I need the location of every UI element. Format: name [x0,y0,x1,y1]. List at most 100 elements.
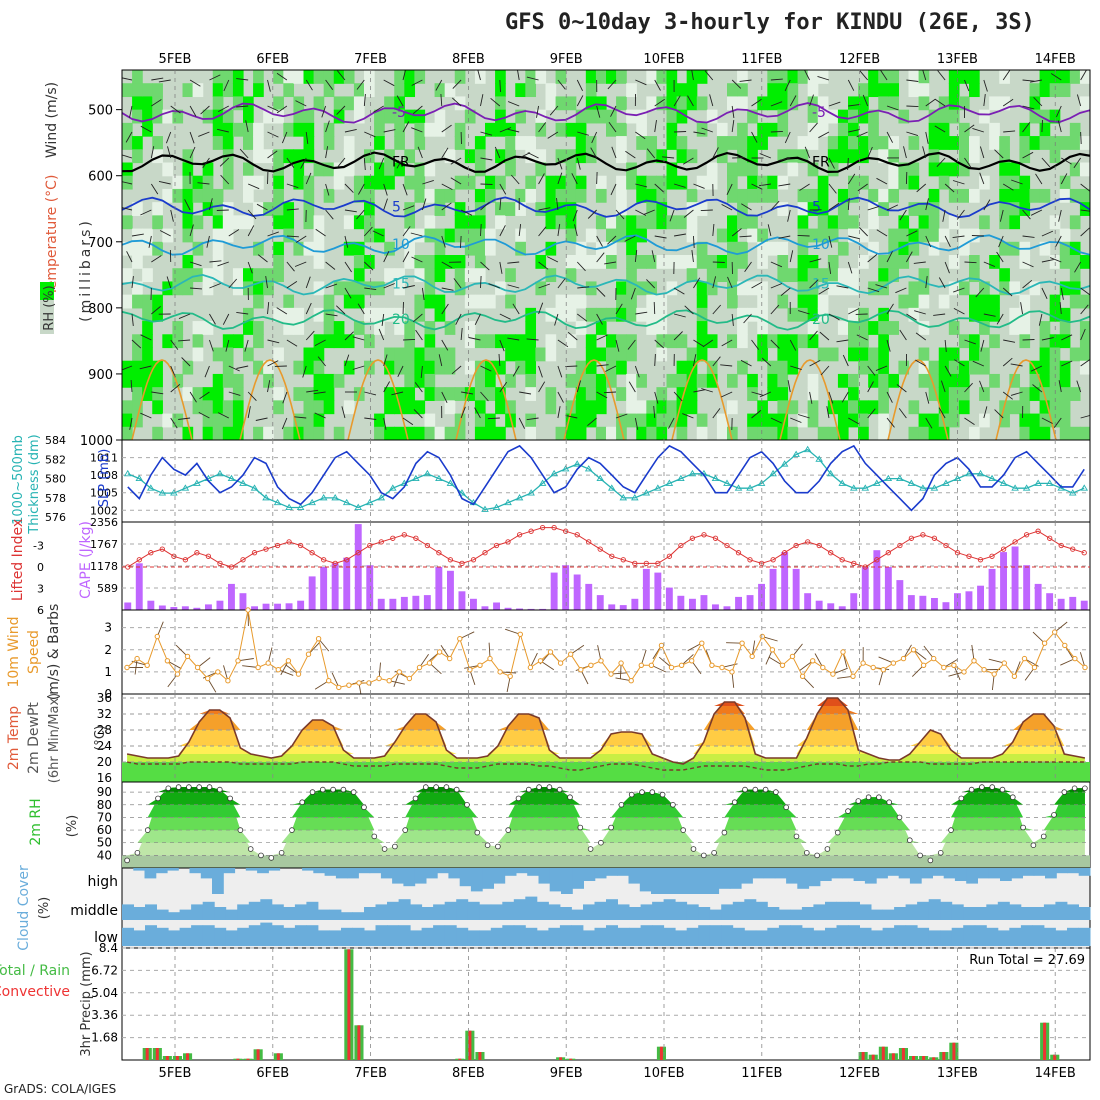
wind-barb [165,131,172,144]
date-label-top: 10FEB [643,52,684,67]
li-marker [424,542,431,549]
thickness-marker [815,455,823,462]
wind-barb [744,261,752,273]
cloud-bar-middle [905,904,918,920]
slp-line [127,444,1085,512]
rh-cell [374,413,385,428]
wind-barb [490,97,501,107]
rh-cell [1059,70,1071,84]
rh-cell [414,268,426,283]
rh-marker [309,789,316,795]
rh-cell [1069,70,1081,84]
wind-barb [906,251,913,263]
wind-barb [538,226,547,237]
rh-cell [948,387,960,401]
wind-barb [129,417,133,430]
wind-barb [712,408,721,419]
rh-cell [343,281,355,296]
wind-barbs-upper [122,70,1090,431]
upper-axis-label-rh: RH (%) [42,285,57,330]
rh-cell [706,281,718,296]
cloud-bar-high [617,868,630,876]
wind-barb [654,79,661,91]
cloud-bar-low [387,925,399,946]
wind-marker [588,662,594,668]
rh-cell [656,400,668,415]
wind-barb [538,381,546,393]
cape-bar [781,552,789,610]
rh-cell [474,426,486,440]
rh-cell [989,136,1000,150]
rh-cell [192,321,204,335]
cape-bar [838,606,846,610]
wind-barb [554,313,559,326]
rh-cell [585,96,597,111]
wind-barb [383,79,395,87]
rh-cell [858,255,869,269]
rh-cell [374,228,385,243]
rh-cell [1079,360,1090,375]
wind-barb [228,278,238,289]
rh-cell [989,294,1000,309]
cloud-bar-high [673,868,686,894]
wind-barb [936,157,946,168]
grads-credit: GrADS: COLA/IGES [4,1082,117,1096]
rh-cell [908,228,920,243]
rh-cell [132,334,143,349]
thickness-marker [1011,484,1019,491]
rh-cell [616,188,627,203]
li-marker [286,539,292,545]
rh-cell [1079,294,1090,309]
rh-marker [598,839,604,846]
wind-barb [996,313,1004,325]
cloud-bar-low [1009,927,1022,946]
rh-cell [585,70,597,84]
rh-cell [666,122,678,137]
cloud-bar-low [778,925,791,946]
wind-barb [538,302,544,315]
rh-cell [848,373,859,388]
wind-barb [305,330,315,341]
rh-cell [827,400,839,415]
rh-cell [898,241,910,256]
cape-bar [942,602,950,610]
rh-cell [888,175,900,190]
rh-cell [1019,188,1031,203]
rh-cell [424,188,436,203]
rh-cell [1019,255,1031,269]
cloud-bar-low [191,925,204,946]
cape-bar [470,598,477,610]
wind-barb [341,406,346,419]
rh-cell [928,149,940,164]
wind-barb-10m [691,660,702,675]
wind-barb [178,313,191,320]
precip-conv-bar [256,1049,260,1060]
rh-cell [313,241,325,256]
rh-cell [353,255,365,269]
cloud-bar-high [909,868,922,884]
rh-marker [247,846,254,852]
thickness-marker [849,484,858,491]
rh-cell [606,373,617,388]
wind-barb [216,128,229,133]
temp-tick-label: 16 [97,771,112,785]
cloud-bar-low [594,927,607,946]
precip-conv-bar [458,1058,462,1060]
cloud-bar-low [502,925,515,946]
cloud-bar-high [864,868,877,884]
wind-barb [596,287,606,297]
cloud-bar-middle [364,907,376,920]
cloud-bar-middle [1067,904,1079,920]
rh-area [122,787,1090,868]
rh-cell [565,307,577,322]
rh-cell [283,202,295,216]
cloud-bar-middle [1032,907,1045,920]
rh-cell [585,307,597,322]
temp-label-c: (6hr Min/Max) [47,693,62,783]
wind-barb [1060,173,1068,185]
rh-cell [928,241,940,256]
rh-cell [404,175,416,190]
wind-barb [1010,391,1023,396]
rh-cell [263,202,274,216]
cloud-bar-middle [329,909,342,920]
